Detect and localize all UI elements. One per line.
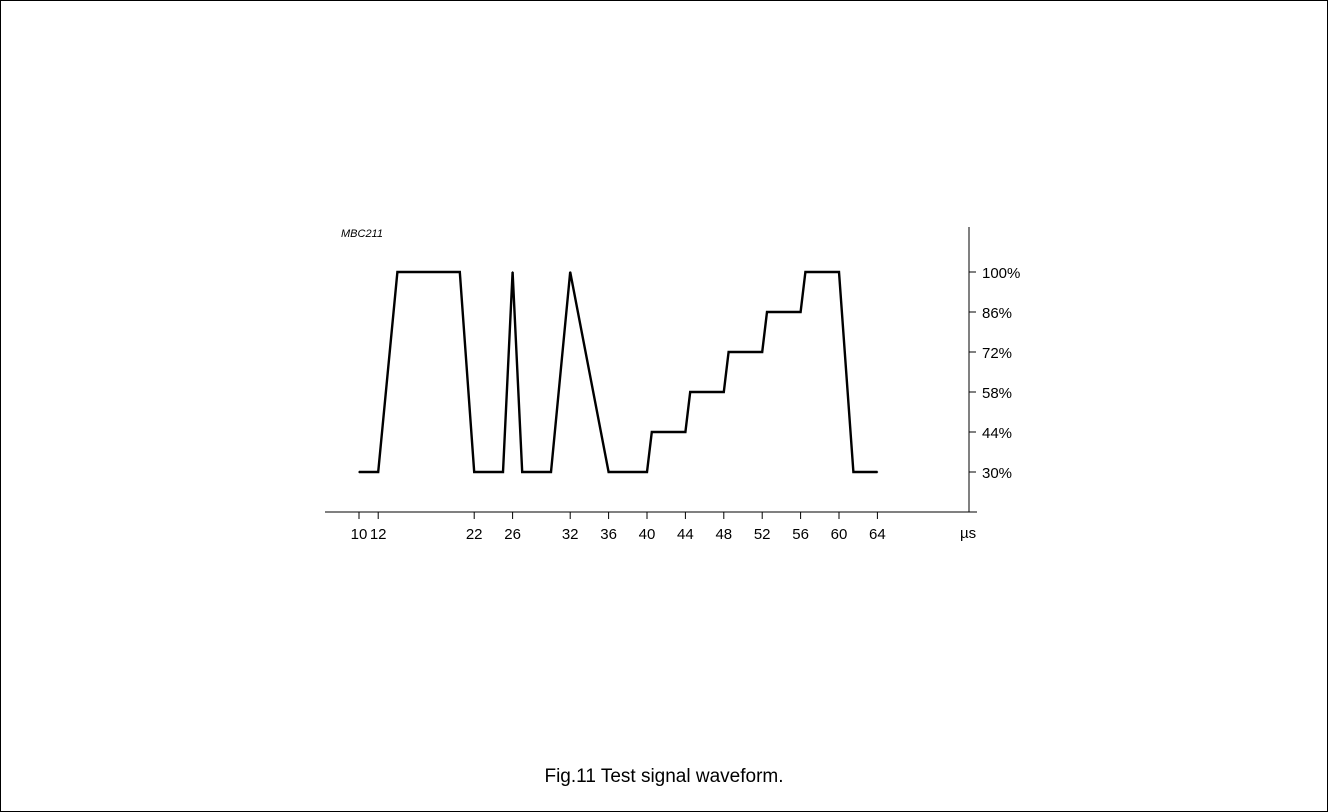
y-tick-label: 72% <box>982 345 1012 362</box>
y-tick-label: 30% <box>982 465 1012 482</box>
y-tick-label: 58% <box>982 385 1012 402</box>
waveform-point <box>727 351 730 353</box>
x-tick-label: 48 <box>715 526 732 543</box>
y-tick-label: 100% <box>982 265 1020 282</box>
plot-area <box>358 270 879 474</box>
figure-caption: Fig.11 Test signal waveform. <box>544 766 784 787</box>
x-tick-label: 52 <box>754 526 771 543</box>
x-ticks: 10 12 22 26 32 36 40 44 48 52 56 60 64 <box>351 512 886 543</box>
waveform-point <box>804 271 807 273</box>
waveform-point <box>358 471 360 473</box>
waveform-point <box>876 471 879 473</box>
y-tick-label: 44% <box>982 425 1012 442</box>
x-axis-unit: µs <box>960 525 976 542</box>
waveform-point <box>569 271 571 273</box>
x-tick-label: 32 <box>562 526 579 543</box>
figure-code: MBC211 <box>341 228 383 240</box>
waveform-point <box>511 271 514 273</box>
waveform-line <box>359 270 878 474</box>
x-tick-label: 36 <box>600 526 617 543</box>
waveform-point <box>651 431 653 433</box>
waveform-point <box>502 471 504 473</box>
waveform-point <box>473 471 476 473</box>
waveform-point <box>377 471 380 473</box>
waveform-point <box>723 391 725 393</box>
y-tick-label: 86% <box>982 305 1012 322</box>
waveform-point <box>689 391 691 393</box>
x-tick-label: 22 <box>466 526 483 543</box>
axes <box>325 227 977 513</box>
waveform-point <box>607 471 610 473</box>
x-tick-label: 60 <box>831 526 848 543</box>
waveform-point <box>550 471 552 473</box>
waveform-point <box>838 271 840 273</box>
x-tick-label: 44 <box>677 526 694 543</box>
x-tick-label: 12 <box>370 526 387 543</box>
waveform-point <box>799 311 802 313</box>
x-tick-label: 26 <box>504 526 521 543</box>
x-tick-label: 64 <box>869 526 886 543</box>
waveform-point <box>761 351 763 353</box>
x-tick-label: 56 <box>792 526 809 543</box>
waveform-point <box>852 471 855 473</box>
waveform-point <box>459 271 461 273</box>
waveform-point <box>766 311 768 313</box>
x-tick-label: 40 <box>639 526 656 543</box>
waveform-point <box>684 431 687 433</box>
x-tick-label: 10 <box>351 526 368 543</box>
waveform-point <box>521 471 523 473</box>
y-ticks: 100% 86% 72% 58% 44% 30% <box>969 265 1020 482</box>
waveform-point <box>396 271 399 273</box>
waveform-point <box>646 471 648 473</box>
